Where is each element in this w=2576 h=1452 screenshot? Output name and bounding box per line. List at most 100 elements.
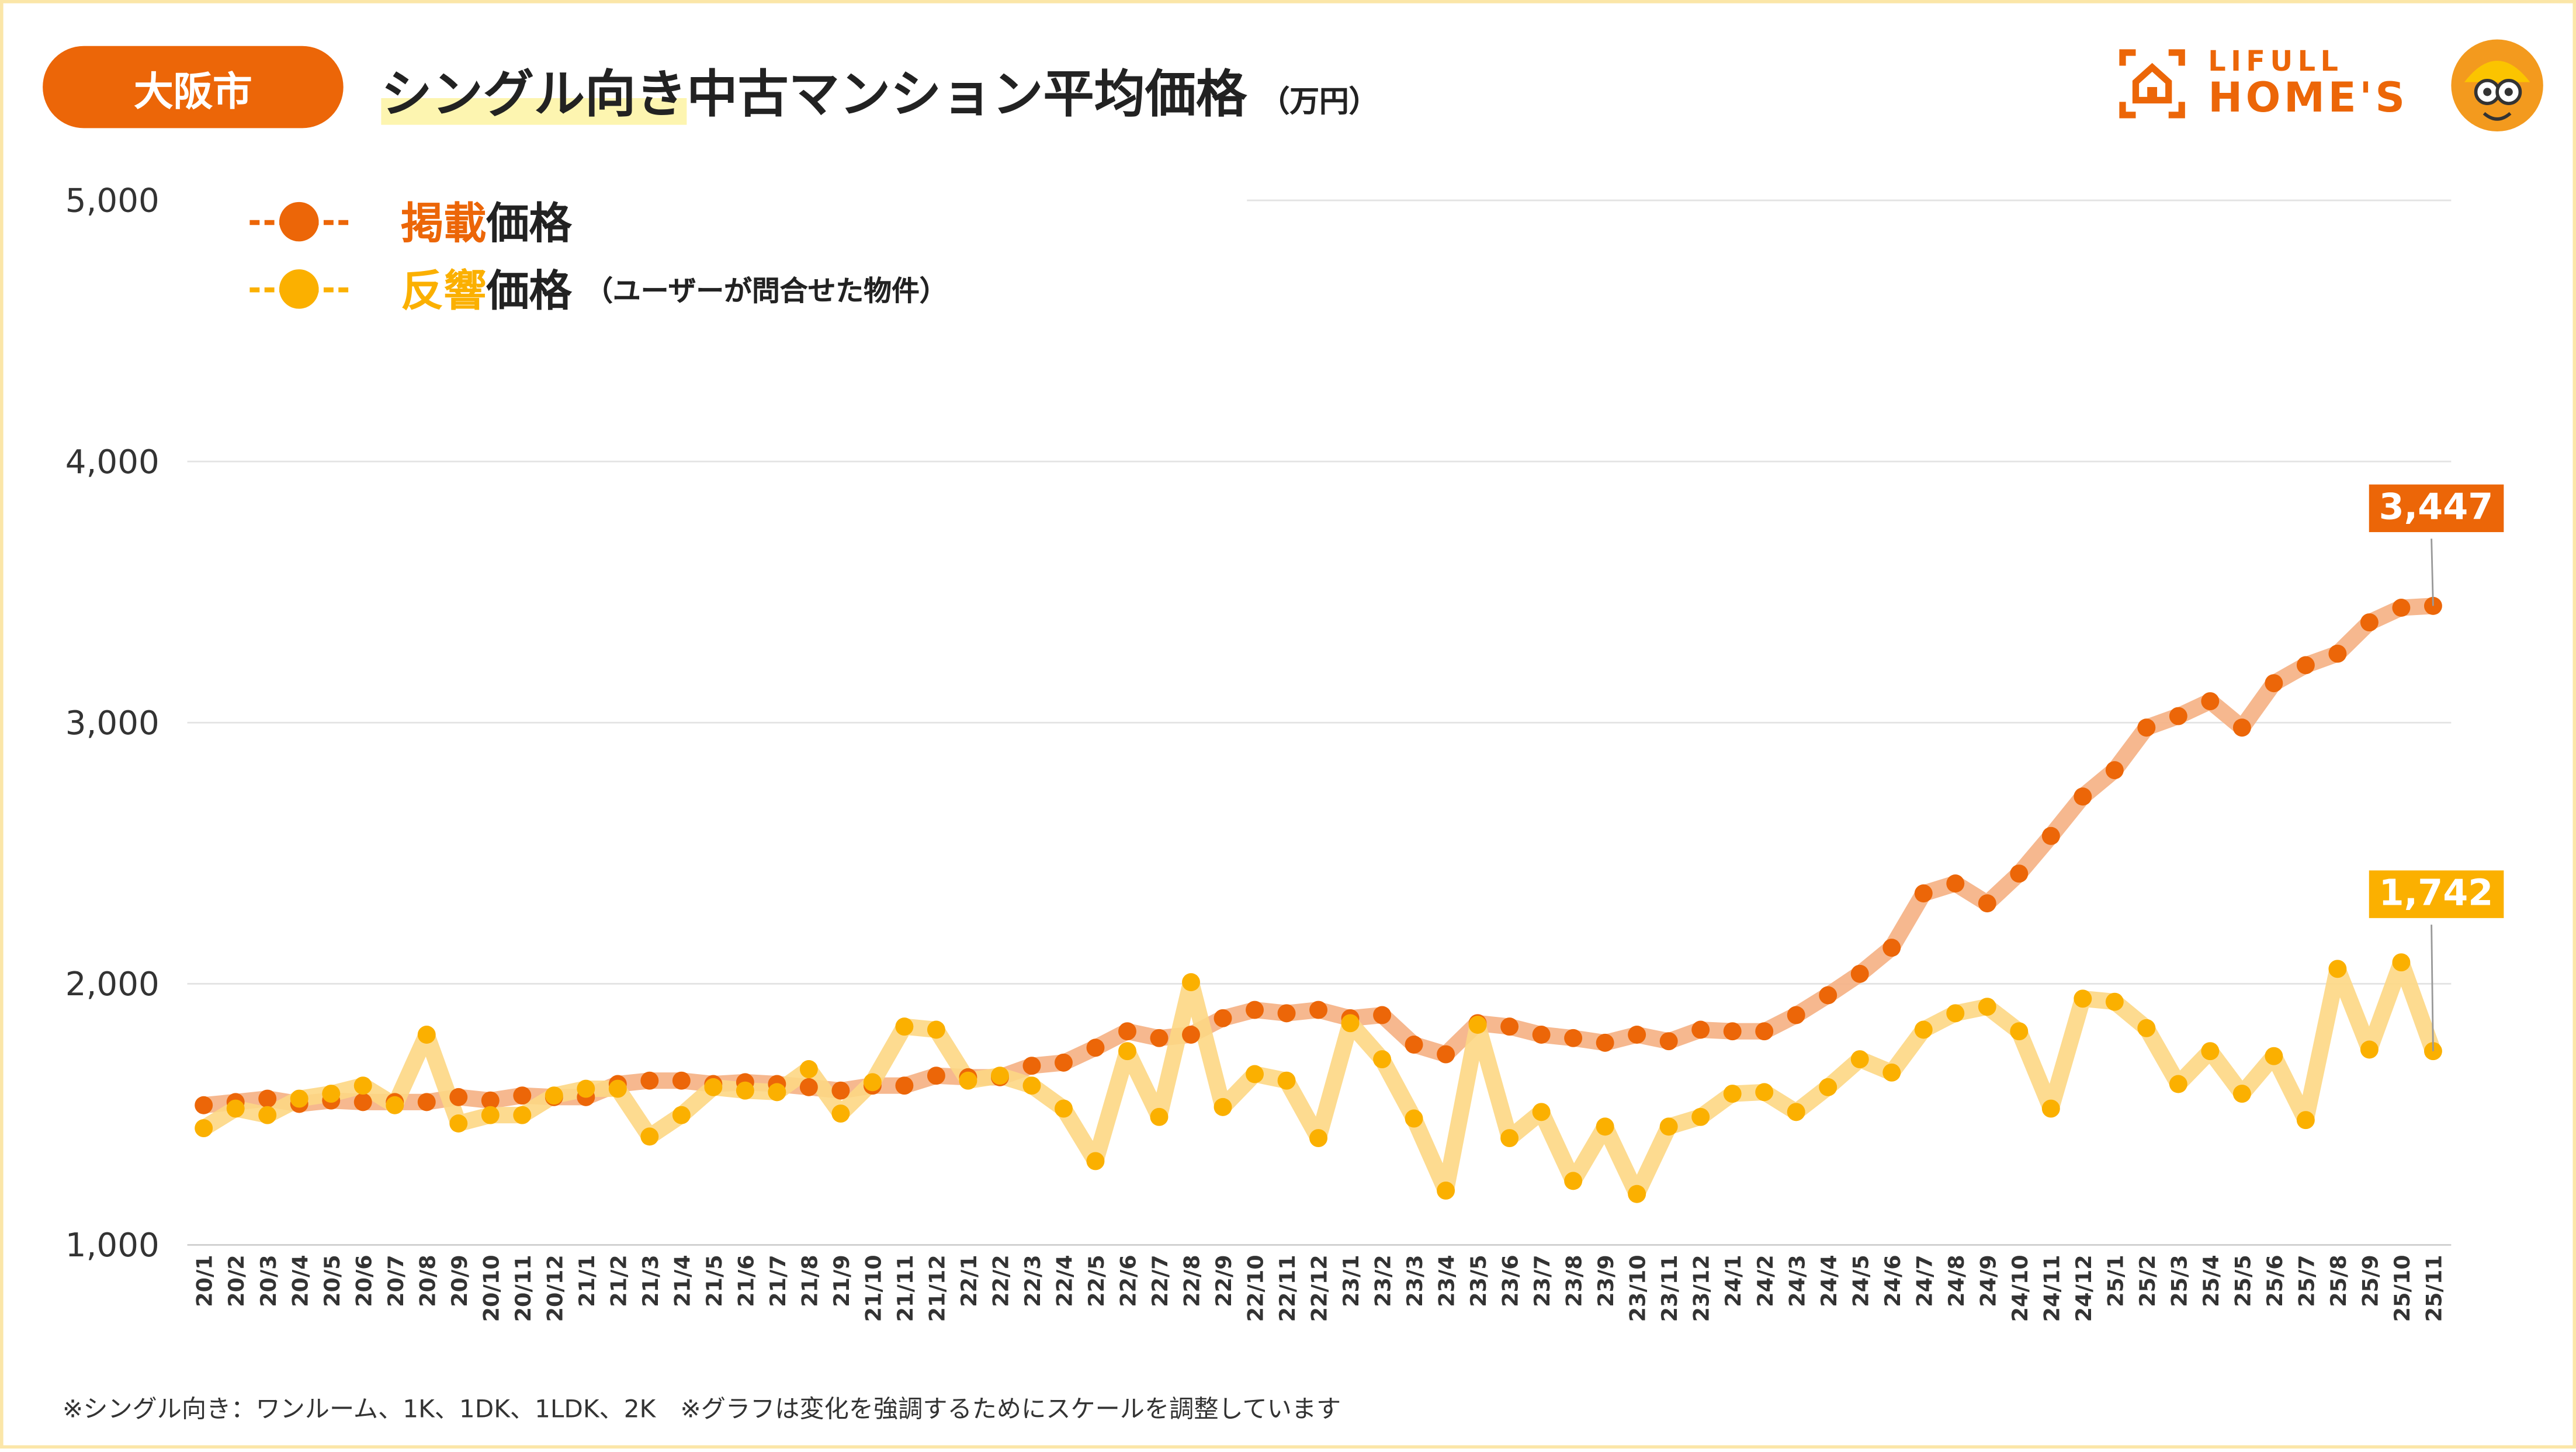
data-point-listing (513, 1086, 532, 1105)
data-point-listing (258, 1089, 277, 1108)
data-point-listing (1118, 1022, 1136, 1041)
data-point-listing (640, 1071, 659, 1090)
series-line-inquiry (199, 954, 2441, 1203)
data-point-inquiry (1468, 1016, 1487, 1034)
x-tick-label: 21/7 (765, 1255, 791, 1307)
data-point-inquiry (1054, 1099, 1073, 1118)
x-tick-label: 20/7 (383, 1255, 408, 1307)
brand-logo: LIFULL HOME'S (2116, 46, 2408, 121)
data-point-listing (1054, 1053, 1073, 1072)
title-highlight: シングル向き (381, 65, 687, 125)
data-point-listing (1596, 1033, 1614, 1052)
x-tick-label: 25/2 (2135, 1255, 2160, 1307)
legend-label-inquiry-prefix: 反響 (401, 268, 487, 317)
footnote: ※シングル向き：ワンルーム、1K、1DK、1LDK、2K ※グラフは変化を強調す… (62, 1394, 1341, 1424)
data-point-listing (1214, 1009, 1232, 1027)
data-point-inquiry (1373, 1050, 1392, 1069)
data-point-listing (1373, 1006, 1392, 1024)
x-tick-label: 23/6 (1498, 1255, 1523, 1307)
x-tick-label: 22/12 (1307, 1255, 1332, 1322)
x-tick-label: 21/6 (733, 1255, 758, 1307)
data-point-inquiry (1787, 1103, 1805, 1121)
title-unit: （万円） (1260, 85, 1379, 120)
data-point-listing (1755, 1022, 1774, 1041)
data-point-inquiry (1659, 1117, 1678, 1136)
data-point-inquiry (386, 1096, 404, 1114)
legend-marker-inquiry (249, 268, 349, 308)
data-point-inquiry (1022, 1076, 1041, 1095)
data-point-inquiry (2392, 953, 2411, 972)
data-point-inquiry (1850, 1050, 1869, 1069)
data-point-inquiry (1437, 1181, 1455, 1200)
data-point-inquiry (1246, 1065, 1264, 1083)
data-point-listing (1787, 1006, 1805, 1024)
legend-label-inquiry-suffix: 価格 (486, 268, 572, 317)
x-tick-label: 22/9 (1211, 1255, 1236, 1307)
data-point-listing (2201, 692, 2220, 711)
data-point-inquiry (1214, 1097, 1232, 1116)
y-tick-label: 1,000 (65, 1227, 160, 1265)
x-tick-label: 21/3 (638, 1255, 663, 1307)
data-point-inquiry (545, 1086, 563, 1105)
x-tick-label: 22/5 (1084, 1255, 1109, 1307)
data-point-listing (2169, 707, 2187, 725)
x-tick-label: 23/3 (1402, 1255, 1427, 1307)
x-tick-label: 25/6 (2262, 1255, 2287, 1307)
data-point-inquiry (2232, 1085, 2251, 1103)
data-point-inquiry (2105, 992, 2124, 1011)
x-tick-label: 25/3 (2166, 1255, 2192, 1307)
data-point-inquiry (1596, 1117, 1614, 1136)
x-tick-label: 22/7 (1147, 1255, 1173, 1307)
x-tick-label: 20/5 (320, 1255, 345, 1307)
data-point-inquiry (2041, 1099, 2060, 1118)
data-point-listing (1564, 1029, 1583, 1047)
x-tick-label: 21/2 (606, 1255, 631, 1307)
data-point-inquiry (1309, 1129, 1328, 1148)
x-tick-label: 20/1 (192, 1255, 217, 1307)
data-point-listing (2360, 613, 2379, 632)
data-point-inquiry (258, 1106, 277, 1124)
data-point-inquiry (895, 1017, 914, 1036)
data-point-inquiry (577, 1079, 595, 1098)
data-point-listing (2296, 656, 2315, 675)
x-tick-label: 24/9 (1975, 1255, 2001, 1307)
data-point-listing (1150, 1029, 1169, 1047)
data-point-inquiry (1277, 1071, 1296, 1090)
data-point-listing (799, 1078, 818, 1096)
data-point-inquiry (704, 1078, 723, 1096)
x-tick-label: 21/12 (924, 1255, 949, 1322)
data-point-inquiry (640, 1127, 659, 1146)
data-point-inquiry (799, 1060, 818, 1078)
last-value-label-listing: 3,447 (2369, 484, 2504, 533)
data-point-listing (1914, 884, 1933, 903)
mascot-icon (2451, 39, 2543, 131)
data-point-listing (2392, 599, 2411, 617)
x-tick-label: 23/10 (1625, 1255, 1651, 1322)
x-tick-label: 23/2 (1371, 1255, 1396, 1307)
data-point-listing (2265, 674, 2283, 693)
x-tick-label: 20/4 (287, 1255, 313, 1307)
x-tick-label: 21/4 (670, 1255, 695, 1307)
data-point-inquiry (1882, 1063, 1901, 1082)
data-point-listing (1500, 1017, 1519, 1036)
data-point-inquiry (1691, 1107, 1710, 1126)
x-tick-label: 23/4 (1434, 1255, 1459, 1307)
data-point-inquiry (672, 1106, 691, 1124)
y-tick-label: 4,000 (65, 443, 160, 481)
page-title: シングル向き中古マンション平均価格 （万円） (381, 53, 1378, 127)
x-tick-label: 22/3 (1020, 1255, 1045, 1307)
data-point-inquiry (831, 1104, 850, 1123)
data-point-inquiry (1341, 1014, 1360, 1033)
x-tick-label: 25/7 (2294, 1255, 2319, 1307)
data-point-listing (1882, 939, 1901, 957)
legend-note-inquiry: （ユーザーが問合せた物件） (585, 276, 948, 309)
y-tick-label: 2,000 (65, 965, 160, 1003)
x-tick-label: 23/8 (1562, 1255, 1587, 1307)
data-point-inquiry (226, 1099, 245, 1118)
data-point-inquiry (2201, 1042, 2220, 1061)
data-point-inquiry (195, 1119, 213, 1138)
data-point-inquiry (2010, 1022, 2029, 1041)
data-point-inquiry (2137, 1019, 2156, 1037)
x-tick-label: 20/10 (479, 1255, 504, 1322)
